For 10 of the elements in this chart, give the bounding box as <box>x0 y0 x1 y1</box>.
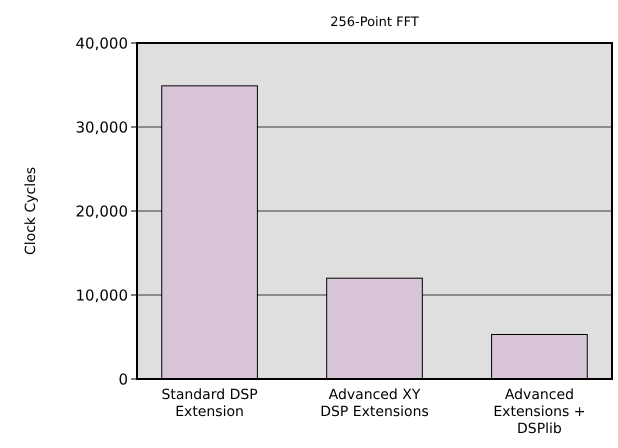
x-tick-label: Advanced XY DSP Extensions <box>320 387 429 420</box>
y-tick-label: 0 <box>118 370 128 388</box>
y-tick-label: 10,000 <box>76 286 128 304</box>
y-axis-title: Clock Cycles <box>23 166 39 256</box>
y-tick-label: 40,000 <box>76 34 128 52</box>
y-tick-label: 30,000 <box>76 118 128 136</box>
x-tick-label: Standard DSP Extension <box>161 387 258 420</box>
chart-title: 256-Point FFT <box>330 15 419 30</box>
y-tick-label: 20,000 <box>76 202 128 220</box>
x-tick-label: Advanced Extensions + DSPlib <box>493 387 586 437</box>
